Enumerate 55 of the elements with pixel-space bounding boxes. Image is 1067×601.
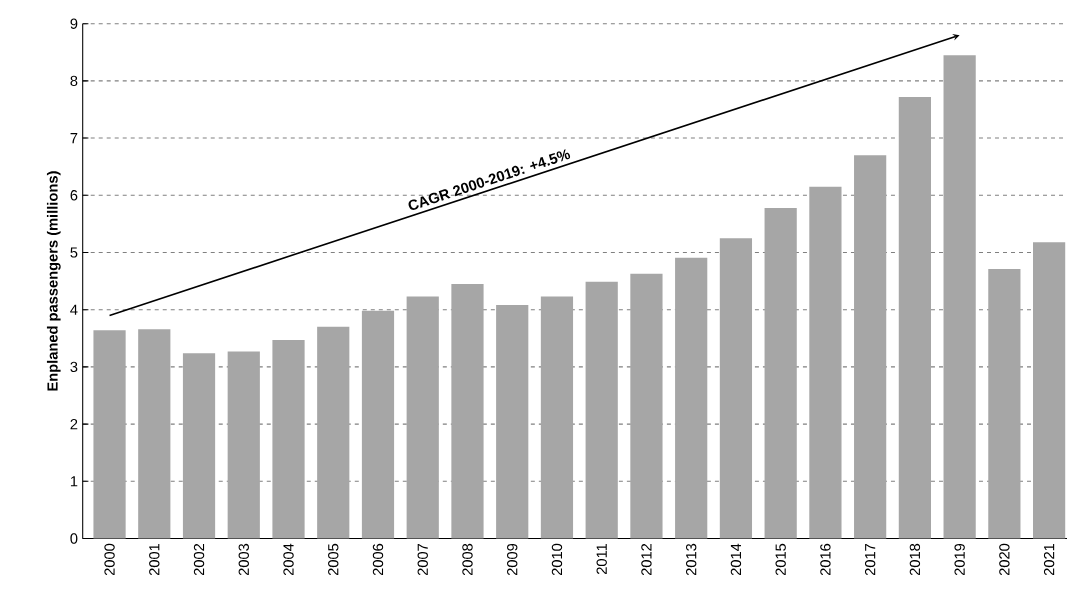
x-tick-label: 2015 [775,543,786,576]
bar [675,257,708,539]
y-tick-label: 4 [70,304,78,315]
x-tick-label: 2009 [507,543,518,576]
y-tick-label: 2 [70,418,78,430]
y-tick-label: 3 [70,361,78,372]
x-tick-label: 2007 [417,543,428,576]
x-tick-label: 2000 [104,543,115,576]
x-tick-label: 2004 [283,543,294,576]
bar [540,296,574,539]
x-tick-label: 2008 [462,543,473,576]
x-tick-label: 2020 [999,543,1010,576]
y-tick-label: 6 [70,190,78,201]
x-tick-label: 2006 [372,543,384,576]
x-tick-label: 2010 [551,543,563,576]
bar [1033,242,1066,539]
x-tick-label: 2001 [149,543,160,576]
bar [317,326,350,539]
bar [93,330,126,539]
bar [719,238,753,539]
x-tick-label: 2017 [864,543,876,576]
y-tick-label: 8 [70,75,78,86]
x-tick-label: 2005 [328,543,339,576]
x-tick-label: 2013 [686,543,697,576]
bar [272,339,305,539]
bar [943,55,976,539]
y-tick-label: 1 [70,476,78,487]
x-tick-label: 2018 [909,543,921,576]
x-tick-label: 2019 [954,543,965,576]
bar [764,207,797,539]
bar [809,186,842,539]
bar [406,296,439,539]
x-tick-label: 2012 [641,543,652,576]
y-tick-label: 0 [70,533,78,544]
bar [585,281,618,539]
y-tick-label: 9 [70,18,78,29]
bar [854,155,887,539]
y-tick-label: 5 [70,247,78,258]
x-tick-label: 2002 [193,543,205,576]
x-tick-label: 2011 [596,543,607,574]
x-tick-label: 2003 [238,543,249,576]
bar [451,283,484,539]
bar [138,329,171,539]
bar [496,305,529,539]
x-tick-label: 2014 [730,543,742,576]
bar [227,351,260,539]
x-tick-label: 2021 [1043,543,1055,576]
bar [988,268,1021,539]
bar [898,96,931,539]
bar [182,353,216,539]
y-axis-title: Enplaned passengers (millions) [46,171,61,391]
bar [361,310,395,539]
x-tick-label: 2016 [820,543,831,576]
y-tick-label: 7 [70,132,78,144]
bar [630,273,663,539]
